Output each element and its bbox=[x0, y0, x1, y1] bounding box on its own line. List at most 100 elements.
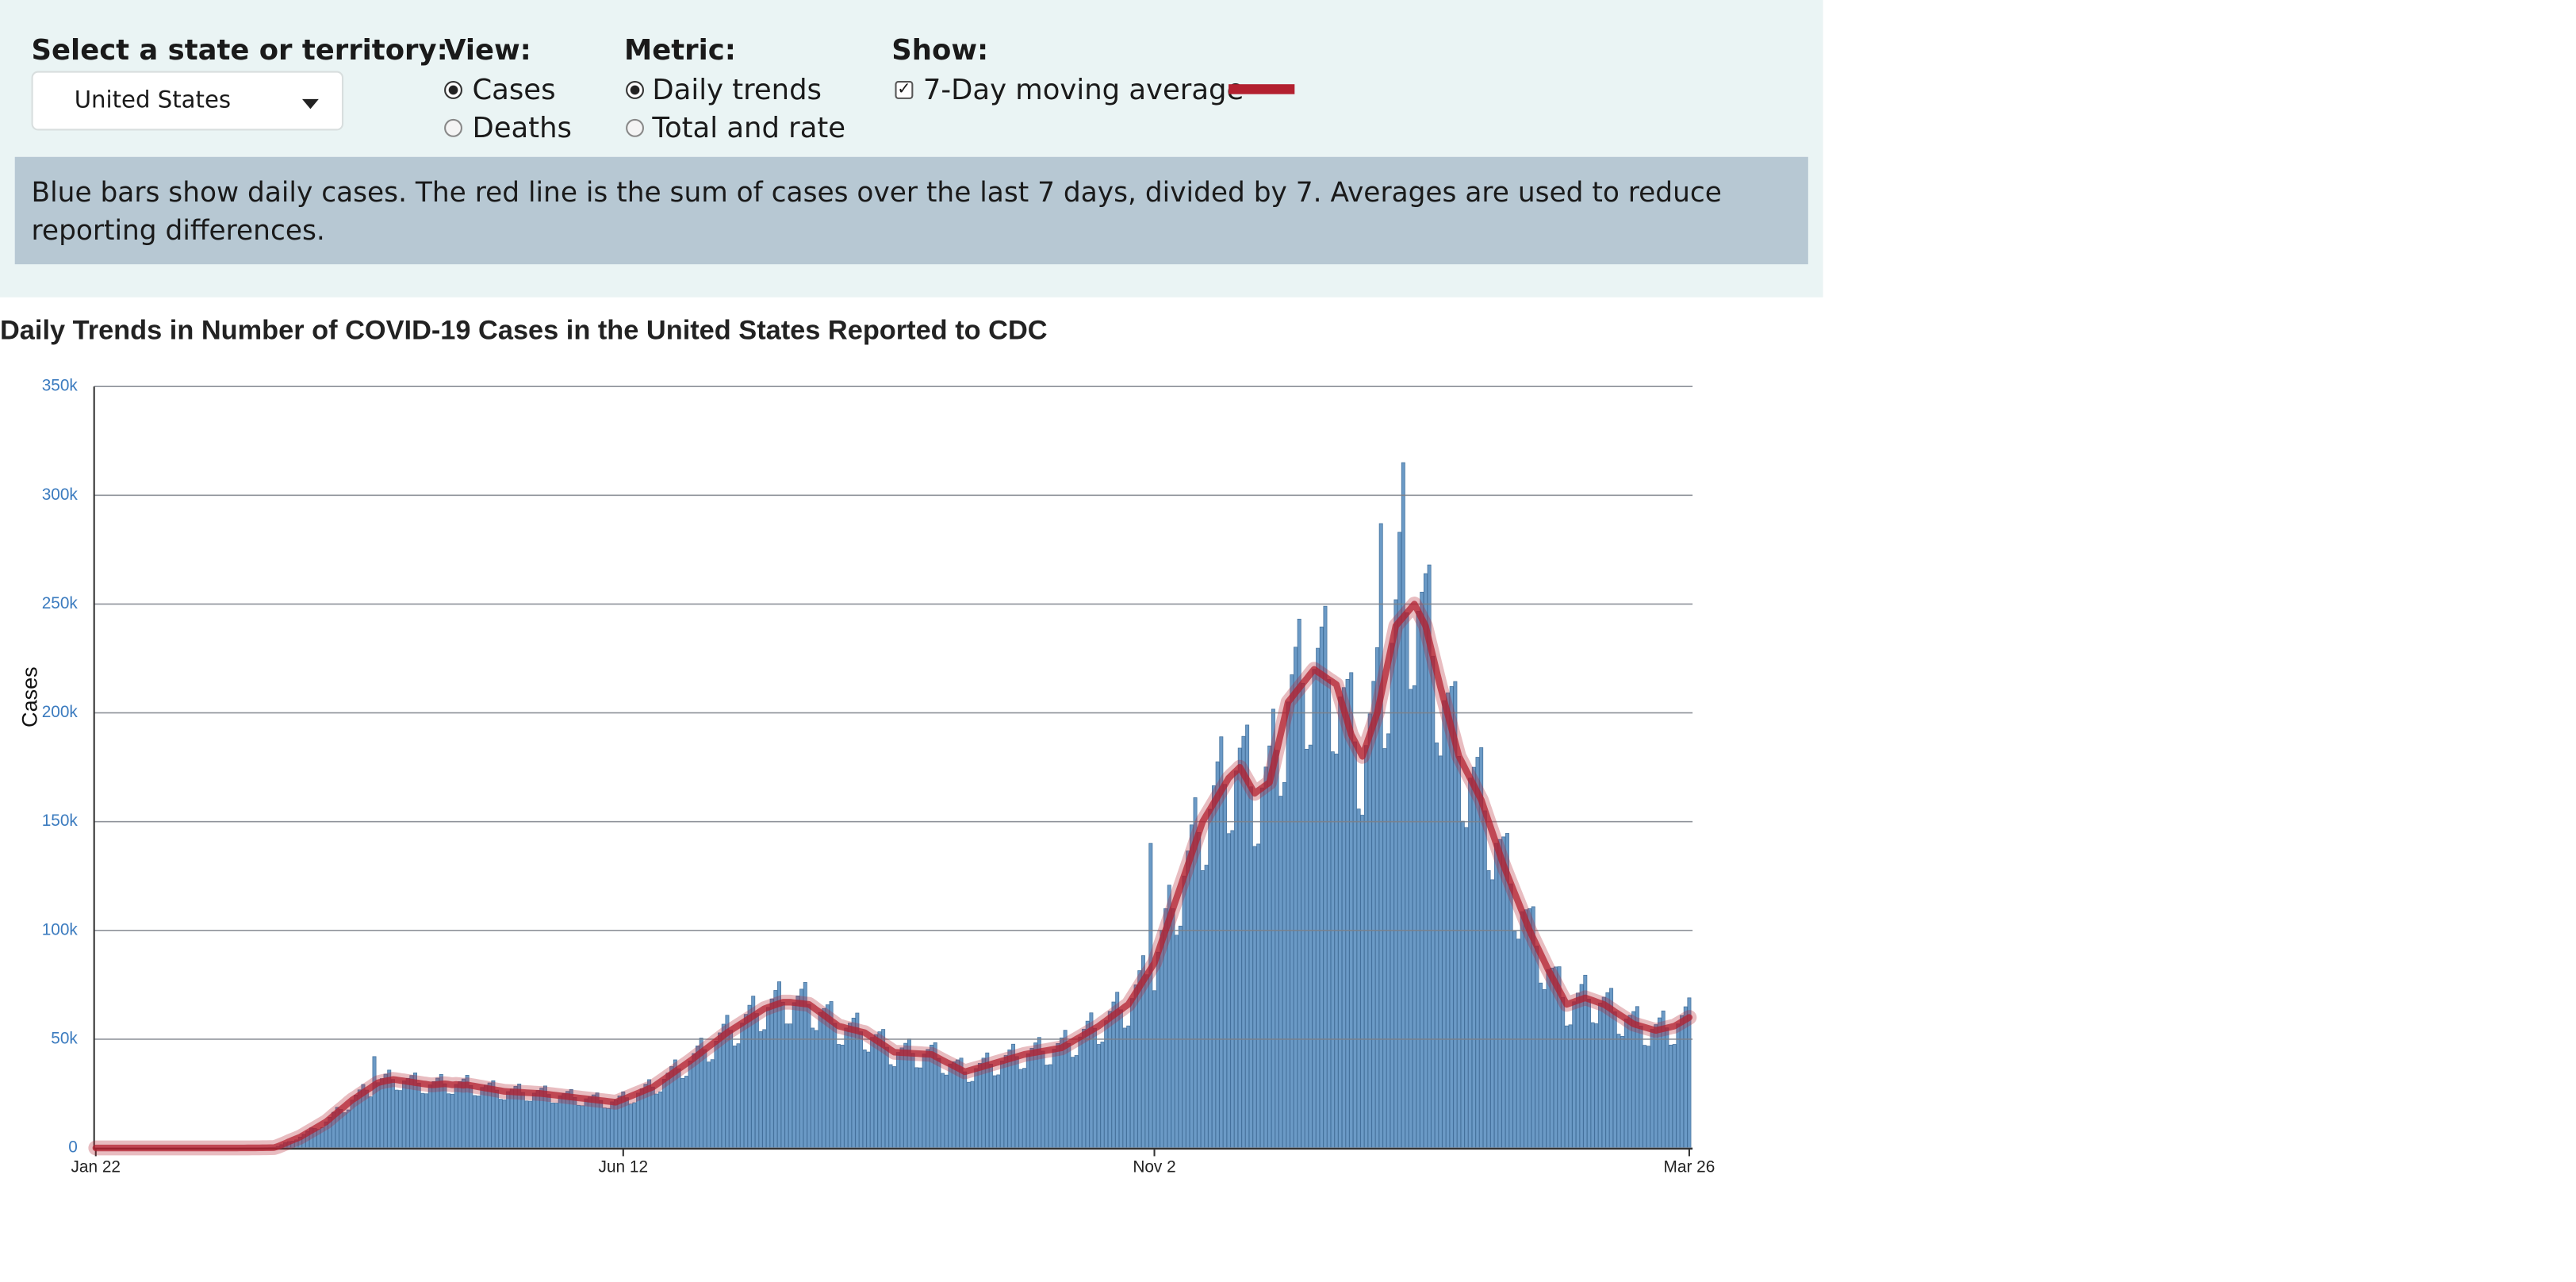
show-label: Show: bbox=[891, 34, 989, 68]
bar bbox=[506, 1091, 511, 1149]
bar bbox=[1627, 1015, 1632, 1149]
metric-option: Daily trends bbox=[652, 74, 822, 108]
radio-cases[interactable] bbox=[444, 81, 462, 99]
bar bbox=[1579, 984, 1584, 1149]
bar bbox=[443, 1083, 447, 1149]
bar bbox=[1520, 911, 1524, 1149]
bar bbox=[814, 1030, 818, 1149]
bar bbox=[1144, 974, 1149, 1149]
bar bbox=[895, 1052, 900, 1149]
bar bbox=[1620, 1035, 1625, 1149]
bar bbox=[859, 1031, 864, 1149]
bar bbox=[811, 1027, 815, 1149]
bar bbox=[546, 1094, 551, 1149]
bar bbox=[1029, 1048, 1034, 1149]
bar bbox=[1409, 689, 1413, 1149]
bar bbox=[1312, 669, 1317, 1149]
bar bbox=[1390, 643, 1394, 1149]
bar bbox=[498, 1099, 503, 1149]
bar bbox=[1508, 883, 1513, 1149]
bar bbox=[1118, 1009, 1123, 1149]
bar bbox=[866, 1051, 871, 1149]
bar bbox=[1378, 523, 1383, 1149]
bar bbox=[1208, 808, 1213, 1149]
bar bbox=[524, 1100, 529, 1149]
radio-deaths[interactable] bbox=[444, 118, 462, 137]
bar bbox=[729, 1030, 734, 1149]
bar bbox=[1393, 599, 1398, 1149]
bar bbox=[1290, 674, 1294, 1149]
y-tick-label: 50k bbox=[51, 1029, 78, 1047]
bar bbox=[1129, 998, 1134, 1149]
y-tick-label: 0 bbox=[68, 1138, 78, 1157]
bar bbox=[1539, 982, 1543, 1149]
bar bbox=[707, 1061, 711, 1149]
x-tick-label: Jun 12 bbox=[599, 1158, 649, 1176]
bar bbox=[394, 1089, 399, 1149]
bar bbox=[1014, 1056, 1019, 1149]
bar bbox=[1364, 745, 1368, 1149]
bar bbox=[1493, 843, 1498, 1149]
bar bbox=[963, 1071, 968, 1149]
bar bbox=[1352, 741, 1357, 1149]
bar bbox=[1330, 751, 1335, 1149]
bar bbox=[1096, 1044, 1101, 1149]
metric-label: Metric: bbox=[624, 34, 736, 68]
bar bbox=[1278, 796, 1283, 1149]
bar bbox=[531, 1092, 536, 1149]
checkbox-average[interactable]: ✓ bbox=[895, 81, 914, 99]
bar bbox=[1200, 870, 1205, 1149]
bar bbox=[346, 1109, 351, 1149]
bar bbox=[822, 1008, 826, 1149]
bar bbox=[1490, 879, 1495, 1149]
bar bbox=[1275, 750, 1279, 1149]
bar bbox=[1100, 1042, 1105, 1149]
bar bbox=[795, 995, 800, 1149]
bar bbox=[799, 988, 804, 1149]
bar bbox=[1171, 908, 1175, 1149]
x-tick-label: Mar 26 bbox=[1664, 1158, 1715, 1176]
bar bbox=[1446, 692, 1450, 1149]
radio-daily[interactable] bbox=[626, 81, 644, 99]
view-option: Cases bbox=[472, 74, 556, 108]
bar bbox=[1078, 1036, 1083, 1149]
bar bbox=[469, 1084, 473, 1149]
bar bbox=[941, 1073, 945, 1149]
bar bbox=[910, 1053, 915, 1149]
bar bbox=[1186, 850, 1190, 1149]
x-tick-label: Jan 22 bbox=[71, 1158, 121, 1176]
bar bbox=[1486, 870, 1491, 1149]
bar bbox=[1524, 909, 1528, 1149]
bar bbox=[1601, 996, 1606, 1149]
bar bbox=[818, 1011, 822, 1149]
bar bbox=[1360, 815, 1365, 1149]
bar bbox=[1405, 612, 1409, 1149]
bar bbox=[769, 998, 774, 1149]
dropdown-caret bbox=[302, 98, 319, 109]
bar bbox=[926, 1049, 930, 1149]
bar bbox=[502, 1100, 507, 1149]
radio-total[interactable] bbox=[626, 118, 644, 137]
bar bbox=[1345, 678, 1350, 1149]
axes: 0 50k 100k 150k 200k 250k 300k 350k Jan 22 Jun 12… bbox=[42, 377, 1715, 1176]
bar bbox=[703, 1049, 707, 1149]
bar bbox=[996, 1074, 1001, 1149]
lines bbox=[88, 597, 1697, 1156]
y-axis-label: Cases bbox=[18, 666, 42, 727]
bar bbox=[1639, 1026, 1643, 1149]
bar bbox=[884, 1046, 889, 1149]
bar bbox=[416, 1082, 421, 1149]
bar bbox=[754, 1013, 759, 1149]
bar bbox=[780, 1001, 785, 1149]
bar bbox=[1676, 1023, 1681, 1149]
y-tick-label: 200k bbox=[42, 703, 79, 721]
state-dropdown[interactable]: United States bbox=[31, 71, 344, 131]
bar bbox=[1654, 1024, 1658, 1149]
dropdown-value: United States bbox=[74, 87, 232, 114]
bar bbox=[558, 1095, 562, 1149]
bar bbox=[650, 1086, 655, 1149]
bar bbox=[606, 1107, 611, 1149]
bar bbox=[661, 1079, 666, 1149]
